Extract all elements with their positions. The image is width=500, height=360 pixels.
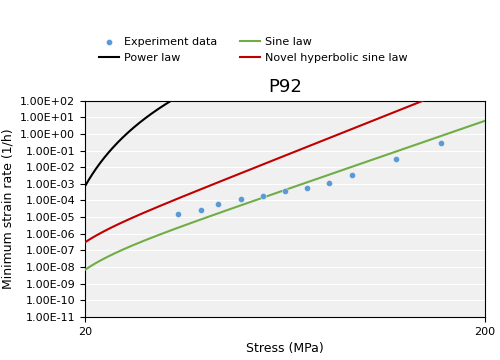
Novel hyperbolic sine law bbox=[244, 169, 250, 173]
Sine law bbox=[482, 119, 488, 123]
Power law bbox=[244, 62, 250, 67]
Sine law bbox=[82, 268, 88, 272]
Line: Novel hyperbolic sine law: Novel hyperbolic sine law bbox=[85, 76, 485, 242]
Legend: Experiment data, Power law, Sine law, Novel hyperbolic sine law: Experiment data, Power law, Sine law, No… bbox=[98, 37, 408, 63]
Sine law bbox=[123, 246, 129, 251]
Novel hyperbolic sine law bbox=[82, 240, 88, 244]
Novel hyperbolic sine law bbox=[394, 109, 400, 113]
Novel hyperbolic sine law bbox=[258, 163, 264, 167]
X-axis label: Stress (MPa): Stress (MPa) bbox=[246, 342, 324, 355]
Sine law bbox=[258, 196, 264, 201]
Y-axis label: Minimum strain rate (1/h): Minimum strain rate (1/h) bbox=[2, 129, 15, 289]
Experiment data bbox=[214, 201, 222, 207]
Power law bbox=[258, 57, 264, 61]
Experiment data bbox=[259, 193, 267, 199]
Experiment data bbox=[281, 189, 289, 194]
Title: P92: P92 bbox=[268, 78, 302, 96]
Line: Power law: Power law bbox=[85, 4, 485, 186]
Power law bbox=[82, 184, 88, 188]
Power law bbox=[482, 1, 488, 6]
Experiment data bbox=[326, 180, 334, 185]
Novel hyperbolic sine law bbox=[482, 74, 488, 78]
Novel hyperbolic sine law bbox=[356, 124, 362, 128]
Sine law bbox=[244, 201, 250, 206]
Novel hyperbolic sine law bbox=[123, 219, 129, 223]
Experiment data bbox=[236, 196, 244, 202]
Power law bbox=[401, 17, 407, 22]
Experiment data bbox=[303, 185, 311, 190]
Power law bbox=[123, 132, 129, 137]
Experiment data bbox=[436, 140, 444, 145]
Experiment data bbox=[174, 211, 182, 217]
Experiment data bbox=[348, 172, 356, 178]
Sine law bbox=[356, 162, 362, 166]
Novel hyperbolic sine law bbox=[401, 106, 407, 111]
Sine law bbox=[394, 149, 400, 153]
Power law bbox=[356, 28, 362, 32]
Line: Sine law: Sine law bbox=[85, 121, 485, 270]
Sine law bbox=[401, 147, 407, 151]
Power law bbox=[394, 19, 400, 23]
Experiment data bbox=[392, 157, 400, 162]
Experiment data bbox=[196, 208, 204, 213]
